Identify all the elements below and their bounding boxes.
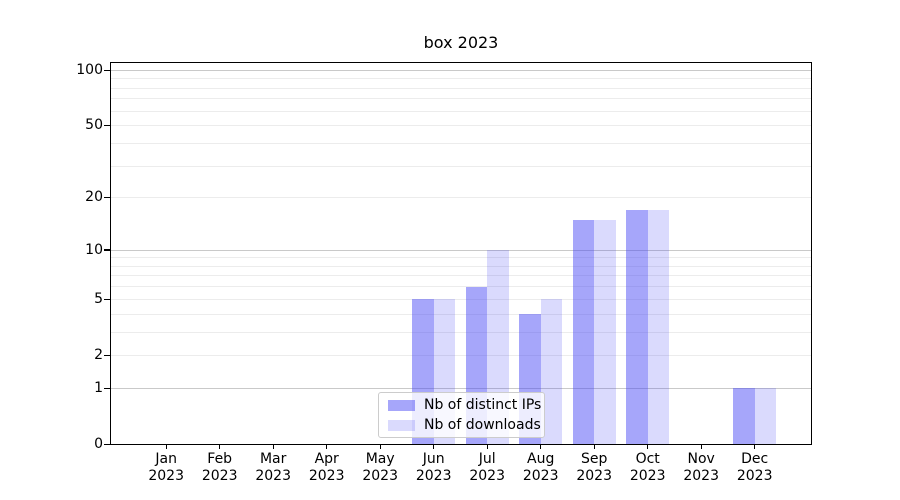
y-tick-50 <box>103 125 111 127</box>
x-tick-feb <box>219 445 221 449</box>
bar-distinct-ips-sep <box>572 219 595 445</box>
minor-gridline-7 <box>111 275 811 277</box>
x-tick-sep <box>593 445 595 449</box>
minor-gridline-30 <box>111 165 811 167</box>
minor-gridline-2 <box>111 354 811 356</box>
minor-gridline-9 <box>111 257 811 259</box>
y-tick-label-100: 100 <box>76 61 103 78</box>
bar-downloads-sep <box>594 219 616 445</box>
minor-gridline-6 <box>111 286 811 288</box>
y-tick-label-0: 0 <box>94 436 103 452</box>
legend-item-distinct-ips: Nb of distinct IPs <box>388 396 541 414</box>
bar-distinct-ips-oct <box>626 210 648 445</box>
bar-distinct-ips-dec <box>733 388 755 445</box>
legend-item-downloads: Nb of downloads <box>388 416 541 434</box>
x-tick-label-aug: Aug 2023 <box>522 451 559 484</box>
y-tick-label-1: 1 <box>94 379 103 396</box>
legend-label-downloads: Nb of downloads <box>424 417 541 433</box>
y-tick-100 <box>103 69 111 72</box>
legend-swatch-downloads <box>388 419 415 431</box>
x-tick-nov <box>700 445 702 449</box>
x-tick-label-jun: Jun 2023 <box>415 451 452 484</box>
bar-downloads-dec <box>754 388 777 445</box>
x-tick-label-feb: Feb 2023 <box>201 451 238 484</box>
major-gridline-10 <box>111 249 811 251</box>
y-tick-0 <box>103 443 111 446</box>
x-tick-apr <box>326 445 328 449</box>
minor-gridline-3 <box>111 331 811 333</box>
x-tick-mar <box>272 445 274 449</box>
minor-gridline-40 <box>111 142 811 144</box>
x-tick-label-dec: Dec 2023 <box>736 451 773 484</box>
x-tick-jan <box>165 445 167 449</box>
x-tick-label-nov: Nov 2023 <box>683 451 719 484</box>
minor-gridline-4 <box>111 313 811 315</box>
x-tick-label-sep: Sep 2023 <box>576 451 612 484</box>
minor-gridline-50 <box>111 125 811 127</box>
x-tick-jun <box>433 445 435 449</box>
x-tick-dec <box>754 445 756 449</box>
major-gridline-1 <box>111 387 811 389</box>
minor-gridline-70 <box>111 98 811 100</box>
x-tick-aug <box>540 445 542 449</box>
x-tick-oct <box>647 445 649 449</box>
x-tick-label-oct: Oct 2023 <box>629 451 666 484</box>
y-tick-1 <box>103 387 111 389</box>
x-tick-label-jan: Jan 2023 <box>148 451 184 484</box>
y-tick-10 <box>103 249 111 251</box>
minor-gridline-90 <box>111 78 811 80</box>
minor-gridline-80 <box>111 87 811 89</box>
y-tick-20 <box>103 196 111 199</box>
x-tick-label-mar: Mar 2023 <box>255 451 291 484</box>
minor-gridline-8 <box>111 265 811 267</box>
x-tick-label-may: May 2023 <box>362 451 398 484</box>
y-tick-label-20: 20 <box>85 189 103 206</box>
y-tick-2 <box>103 354 111 357</box>
major-gridline-100 <box>111 69 811 71</box>
y-tick-5 <box>103 298 111 300</box>
bar-downloads-oct <box>647 210 670 445</box>
legend: Nb of distinct IPs Nb of downloads <box>378 392 545 438</box>
chart-title: box 2023 <box>423 33 499 52</box>
minor-gridline-60 <box>111 110 811 112</box>
bar-downloads-aug <box>540 299 563 445</box>
minor-gridline-5 <box>111 298 811 300</box>
y-tick-label-10: 10 <box>85 241 103 258</box>
legend-label-distinct-ips: Nb of distinct IPs <box>424 397 542 413</box>
y-tick-label-5: 5 <box>94 290 103 307</box>
legend-swatch-distinct-ips <box>388 399 415 411</box>
x-tick-label-jul: Jul 2023 <box>469 451 505 484</box>
y-tick-label-2: 2 <box>94 346 103 363</box>
minor-gridline-20 <box>111 197 811 199</box>
y-tick-label-50: 50 <box>85 117 103 134</box>
x-tick-jul <box>486 445 488 449</box>
x-tick-may <box>379 445 381 449</box>
x-tick-label-apr: Apr 2023 <box>308 451 345 484</box>
